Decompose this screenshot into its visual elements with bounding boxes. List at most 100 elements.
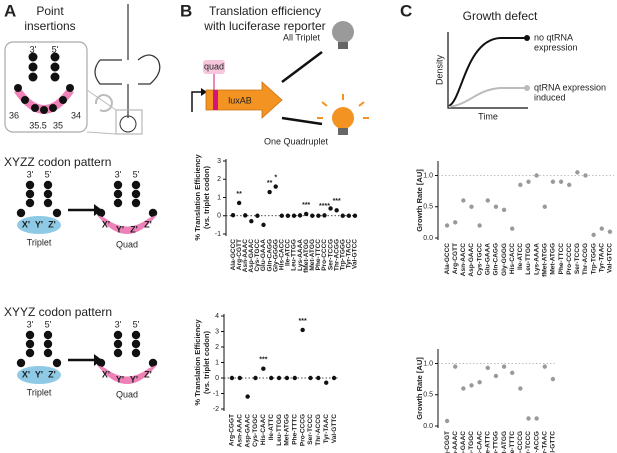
dot bbox=[575, 170, 580, 175]
dot bbox=[550, 179, 556, 184]
y-axis-label: Growth Rate [AU] bbox=[415, 357, 424, 420]
dot bbox=[534, 416, 539, 421]
bulb-on bbox=[332, 107, 354, 129]
position-label: 35 bbox=[53, 120, 63, 130]
y-tick-label: 1 bbox=[217, 194, 221, 201]
dot bbox=[607, 229, 613, 234]
dot bbox=[276, 375, 282, 381]
zoom-source bbox=[115, 109, 143, 135]
nucleotide bbox=[52, 358, 62, 368]
dot bbox=[229, 375, 235, 381]
axis-label: Time bbox=[478, 111, 498, 121]
x-tick-label: Val-GTCC bbox=[352, 239, 359, 269]
anticodon bbox=[97, 365, 157, 384]
legend-text: induced bbox=[534, 92, 566, 102]
x-tick-label: Gly-GGGG bbox=[501, 243, 508, 276]
significance: **** bbox=[319, 203, 330, 210]
x-tick-label: Met-ATGG bbox=[550, 243, 557, 275]
x-tick-label: Trp-TGGG bbox=[339, 239, 346, 270]
y-tick-label: 0.5 bbox=[423, 204, 433, 211]
x-tick-label: Asn-AAAC bbox=[237, 414, 244, 448]
arrow-head bbox=[94, 354, 102, 366]
dot bbox=[550, 376, 556, 382]
x-tick-label: Ile-ATCC bbox=[517, 243, 524, 270]
dot bbox=[243, 213, 248, 218]
dot bbox=[334, 208, 339, 213]
dot bbox=[331, 375, 337, 381]
nucleotide bbox=[113, 339, 123, 349]
nucleotide bbox=[43, 189, 53, 199]
nucleotide bbox=[25, 198, 35, 208]
end-label: 5' bbox=[52, 44, 59, 54]
curve bbox=[448, 87, 526, 108]
dot bbox=[461, 386, 466, 391]
dot bbox=[591, 232, 596, 238]
panel-title: Growth defect bbox=[463, 9, 538, 23]
zoom-box bbox=[4, 41, 88, 133]
nucleotide bbox=[14, 84, 22, 92]
dot bbox=[346, 213, 352, 218]
x-tick-label: Ser-TCCG bbox=[574, 243, 581, 274]
nucleotide bbox=[148, 208, 158, 218]
dot bbox=[297, 213, 303, 218]
dot bbox=[273, 184, 278, 189]
x-tick-label: Ser-TCCG bbox=[327, 239, 334, 270]
nucleotide bbox=[131, 348, 141, 358]
x-tick-label: Tyr-TAAC bbox=[323, 414, 330, 444]
dot bbox=[279, 213, 285, 218]
x-tick-label: Cys-TGGC bbox=[252, 414, 259, 447]
nucleotide bbox=[25, 339, 35, 349]
nucleotide bbox=[25, 348, 35, 358]
nucleotide bbox=[25, 330, 35, 340]
x-tick-label: Lys-AAAA bbox=[297, 239, 304, 271]
x-tick-label: Ala-GCCC bbox=[230, 239, 237, 271]
x-tick-label: Glu-GAAA bbox=[485, 243, 492, 275]
codon-letter: Y' bbox=[130, 375, 138, 385]
x-tick-label: Ile-ATCC bbox=[285, 239, 292, 266]
x-tick-label: Phe-TTTC bbox=[509, 431, 516, 453]
x-tick-label: Phe-TTCC bbox=[558, 243, 565, 275]
codon-letter: Z' bbox=[48, 369, 56, 379]
panel-title: insertions bbox=[24, 19, 75, 33]
x-tick-label: Val-GTTC bbox=[331, 414, 338, 444]
x-tick-label: Thr-ACGG bbox=[582, 243, 589, 275]
dot bbox=[567, 182, 572, 188]
dot bbox=[300, 327, 305, 333]
structure-label: Quad bbox=[116, 389, 138, 399]
y-tick-label: 0.0 bbox=[423, 235, 433, 242]
x-tick-label: Gly-GGGG bbox=[272, 239, 279, 272]
dot bbox=[526, 179, 531, 184]
nucleotide bbox=[59, 96, 67, 104]
dot bbox=[253, 375, 258, 381]
x-tick-label: fMet-ATGG bbox=[542, 243, 549, 277]
dot bbox=[261, 222, 266, 228]
nucleotide bbox=[66, 84, 74, 92]
x-tick-label: Ile-ATTC bbox=[268, 414, 275, 441]
nucleotide bbox=[25, 189, 35, 199]
anticodon bbox=[17, 216, 61, 234]
nucleotide bbox=[131, 180, 141, 190]
dot bbox=[558, 179, 564, 184]
x-tick-label: Ala-GCCC bbox=[444, 243, 451, 275]
x-tick-label: Arg-CGGT bbox=[229, 414, 236, 446]
dot bbox=[453, 364, 458, 369]
panel-title: Point bbox=[36, 4, 64, 18]
dot bbox=[285, 213, 291, 218]
end-label: 3' bbox=[30, 44, 37, 54]
codon-letter: Z' bbox=[48, 219, 56, 229]
significance: ** bbox=[236, 191, 242, 198]
pattern-title: XYZZ codon pattern bbox=[4, 155, 111, 169]
legend-text: no qtRNA bbox=[534, 32, 573, 42]
significance: *** bbox=[333, 198, 341, 205]
dot bbox=[316, 375, 321, 381]
dot bbox=[245, 394, 250, 399]
dot bbox=[583, 173, 588, 178]
promoter-head bbox=[201, 88, 207, 96]
dot bbox=[493, 204, 499, 209]
dot bbox=[542, 204, 547, 209]
panel-label: A bbox=[4, 1, 16, 20]
nucleotide bbox=[28, 72, 38, 82]
x-tick-label: Ile-ATTC bbox=[485, 431, 492, 453]
dot bbox=[267, 189, 272, 195]
arrow-head bbox=[94, 204, 102, 216]
